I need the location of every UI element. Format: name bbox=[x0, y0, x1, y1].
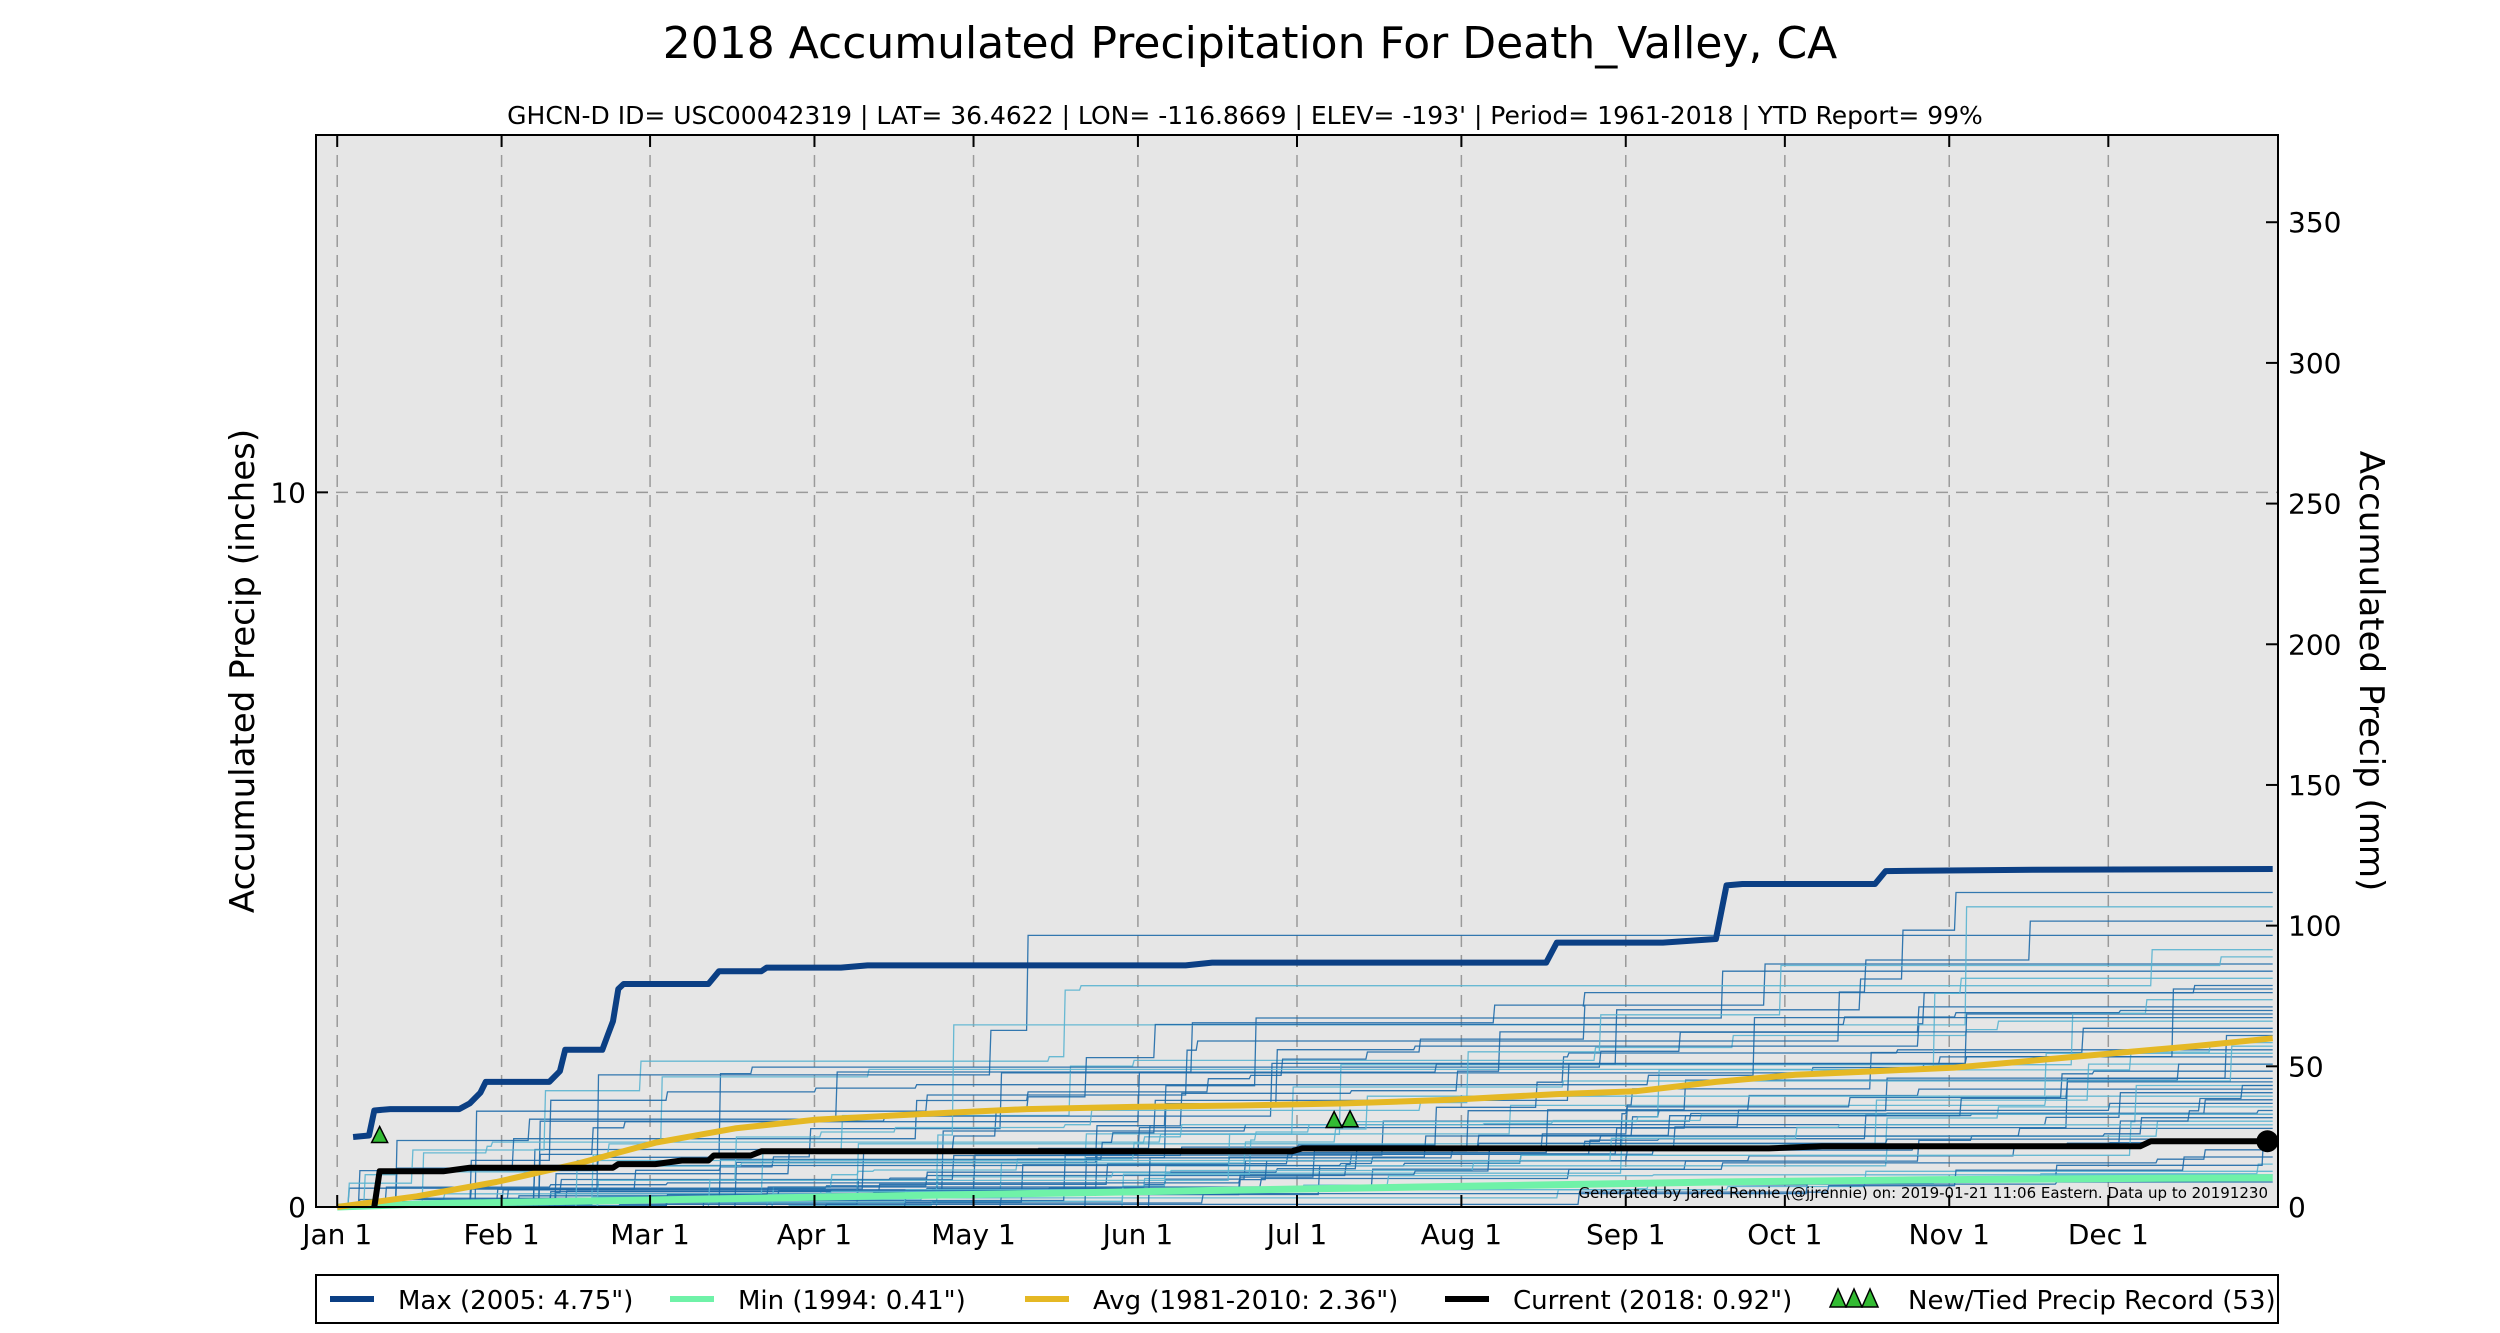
x-tick-label: Sep 1 bbox=[1586, 1218, 1666, 1251]
year-line bbox=[337, 1084, 2273, 1208]
year-line bbox=[337, 1156, 2273, 1208]
legend-box bbox=[315, 1274, 2279, 1324]
legend-record-marker bbox=[1844, 1287, 1864, 1308]
series-line bbox=[337, 1174, 2273, 1211]
main-series-lines bbox=[336, 866, 2279, 1211]
year-line bbox=[337, 949, 2273, 1208]
year-line bbox=[337, 1009, 2273, 1208]
y-right-tick-label: 250 bbox=[2288, 488, 2341, 521]
x-tick-label: Dec 1 bbox=[2068, 1218, 2149, 1251]
record-marker bbox=[370, 1124, 389, 1144]
x-tick-label: Feb 1 bbox=[463, 1218, 539, 1251]
year-line bbox=[337, 984, 2273, 1208]
x-tick-label: Jul 1 bbox=[1265, 1218, 1328, 1251]
x-axis-ticks: Jan 1 Feb 1 Mar 1 Apr 1 May 1 Jun 1 Jul 1 Aug 1… bbox=[300, 135, 2149, 1251]
y-axis-right-label: Accumulated Precip (mm) bbox=[2351, 451, 2391, 892]
year-line bbox=[337, 963, 2273, 1208]
legend-label: Max (2005: 4.75") bbox=[398, 1286, 633, 1316]
chart-subtitle: GHCN-D ID= USC00042319 | LAT= 36.4622 | … bbox=[507, 101, 1983, 130]
legend-label: Avg (1981-2010: 2.36") bbox=[1093, 1286, 1398, 1316]
y-right-tick-label: 200 bbox=[2288, 628, 2341, 661]
x-tick-label: Aug 1 bbox=[1421, 1218, 1502, 1251]
credit-text: Generated by Jared Rennie (@jjrennie) on… bbox=[1579, 1184, 2268, 1202]
year-line bbox=[337, 1124, 2273, 1208]
y-right-tick-label: 0 bbox=[2288, 1191, 2306, 1224]
x-tick-label: Jan 1 bbox=[300, 1218, 372, 1251]
year-line bbox=[337, 991, 2273, 1208]
legend-record-marker bbox=[1828, 1287, 1848, 1308]
legend-record-marker bbox=[1860, 1287, 1880, 1308]
y-axis-left-ticks: 0 10 bbox=[270, 476, 328, 1224]
y-right-tick-label: 300 bbox=[2288, 347, 2341, 380]
y-tick-label: 0 bbox=[288, 1191, 306, 1224]
record-marker bbox=[1324, 1109, 1344, 1129]
y-axis-right-ticks: 0 50 100 150 200 250 300 350 bbox=[2266, 206, 2341, 1224]
y-right-tick-label: 100 bbox=[2288, 910, 2341, 943]
y-tick-label: 10 bbox=[270, 476, 306, 509]
x-tick-label: Nov 1 bbox=[1909, 1218, 1990, 1251]
x-tick-label: May 1 bbox=[931, 1218, 1016, 1251]
record-marker bbox=[1340, 1109, 1360, 1128]
year-line bbox=[337, 891, 2273, 1208]
legend-label: Min (1994: 0.41") bbox=[738, 1286, 966, 1316]
year-line bbox=[337, 1049, 2273, 1208]
chart-title: 2018 Accumulated Precipitation For Death… bbox=[663, 18, 1838, 69]
record-markers bbox=[370, 1109, 1360, 1144]
series-line bbox=[336, 1035, 2273, 1210]
x-tick-label: Jun 1 bbox=[1101, 1218, 1173, 1251]
plot-area bbox=[316, 135, 2278, 1207]
x-tick-label: Apr 1 bbox=[777, 1218, 852, 1251]
series-line bbox=[352, 866, 2273, 1140]
y-right-tick-label: 350 bbox=[2288, 206, 2341, 239]
y-axis-left-label: Accumulated Precip (inches) bbox=[223, 429, 263, 913]
legend-label: New/Tied Precip Record (53) bbox=[1908, 1286, 2276, 1316]
x-tick-label: Oct 1 bbox=[1747, 1218, 1822, 1251]
year-line bbox=[337, 956, 2273, 1208]
y-right-tick-label: 150 bbox=[2288, 769, 2341, 802]
year-line bbox=[337, 1088, 2273, 1208]
legend: Max (2005: 4.75") Min (1994: 0.41") Avg (1… bbox=[315, 1274, 2279, 1324]
x-tick-label: Mar 1 bbox=[610, 1218, 690, 1251]
y-right-tick-label: 50 bbox=[2288, 1050, 2324, 1083]
legend-label: Current (2018: 0.92") bbox=[1513, 1286, 1792, 1316]
current-endpoint-dot bbox=[2256, 1130, 2279, 1153]
series-line bbox=[371, 1138, 2268, 1208]
year-line bbox=[337, 920, 2273, 1208]
year-line bbox=[337, 1016, 2273, 1208]
